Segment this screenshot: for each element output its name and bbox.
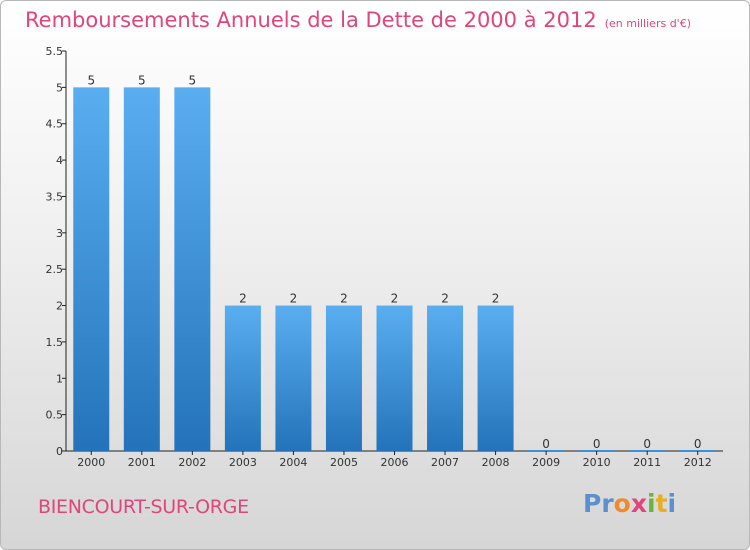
y-tick-label: 4.5 (46, 118, 64, 131)
bar (578, 450, 615, 451)
y-tick-label: 5 (56, 81, 63, 94)
y-tick-label: 1.5 (46, 336, 64, 349)
y-tick-label: 2 (56, 300, 63, 313)
x-tick-label: 2004 (279, 456, 307, 469)
x-tick-label: 2009 (532, 456, 560, 469)
y-tick-label: 0.5 (46, 409, 64, 422)
x-tick-label: 2005 (330, 456, 358, 469)
data-label: 2 (290, 292, 298, 306)
data-label: 2 (340, 292, 348, 306)
bar (123, 87, 160, 451)
x-tick-label: 2006 (381, 456, 409, 469)
bar (224, 305, 261, 451)
data-label: 0 (542, 437, 550, 451)
y-tick-label: 4 (56, 154, 63, 167)
data-label: 5 (189, 73, 197, 87)
bar (629, 450, 666, 451)
y-tick-label: 1 (56, 372, 63, 385)
data-label: 5 (87, 73, 95, 87)
x-tick-label: 2010 (583, 456, 611, 469)
x-tick-label: 2012 (684, 456, 712, 469)
bar (73, 87, 110, 451)
x-tick-label: 2002 (178, 456, 206, 469)
x-tick-label: 2003 (229, 456, 257, 469)
x-tick-label: 2000 (77, 456, 105, 469)
x-tick-label: 2001 (128, 456, 156, 469)
data-label: 2 (441, 292, 449, 306)
data-label: 5 (138, 73, 146, 87)
x-tick-label: 2008 (482, 456, 510, 469)
x-tick-label: 2011 (633, 456, 661, 469)
bar (376, 305, 413, 451)
bar (174, 87, 211, 451)
chart-title: Remboursements Annuels de la Dette de 20… (25, 8, 691, 32)
data-label: 2 (391, 292, 399, 306)
data-label: 0 (694, 437, 702, 451)
bar (427, 305, 464, 451)
y-tick-label: 3.5 (46, 190, 64, 203)
bar (477, 305, 514, 451)
x-tick-label: 2007 (431, 456, 459, 469)
y-tick-label: 2.5 (46, 263, 64, 276)
data-label: 0 (593, 437, 601, 451)
data-label: 0 (643, 437, 651, 451)
commune-name: BIENCOURT-SUR-ORGE (38, 496, 249, 518)
bar (325, 305, 362, 451)
y-tick-label: 5.5 (46, 45, 64, 58)
bar (528, 450, 565, 451)
y-tick-label: 3 (56, 227, 63, 240)
proxiti-logo: Proxiti (583, 489, 677, 518)
data-label: 2 (492, 292, 500, 306)
y-tick-label: 0 (56, 445, 63, 458)
bar (679, 450, 716, 451)
chart-subtitle: (en milliers d'€) (604, 17, 691, 30)
title-text: Remboursements Annuels de la Dette de 20… (25, 8, 597, 32)
bar (275, 305, 312, 451)
data-label: 2 (239, 292, 247, 306)
